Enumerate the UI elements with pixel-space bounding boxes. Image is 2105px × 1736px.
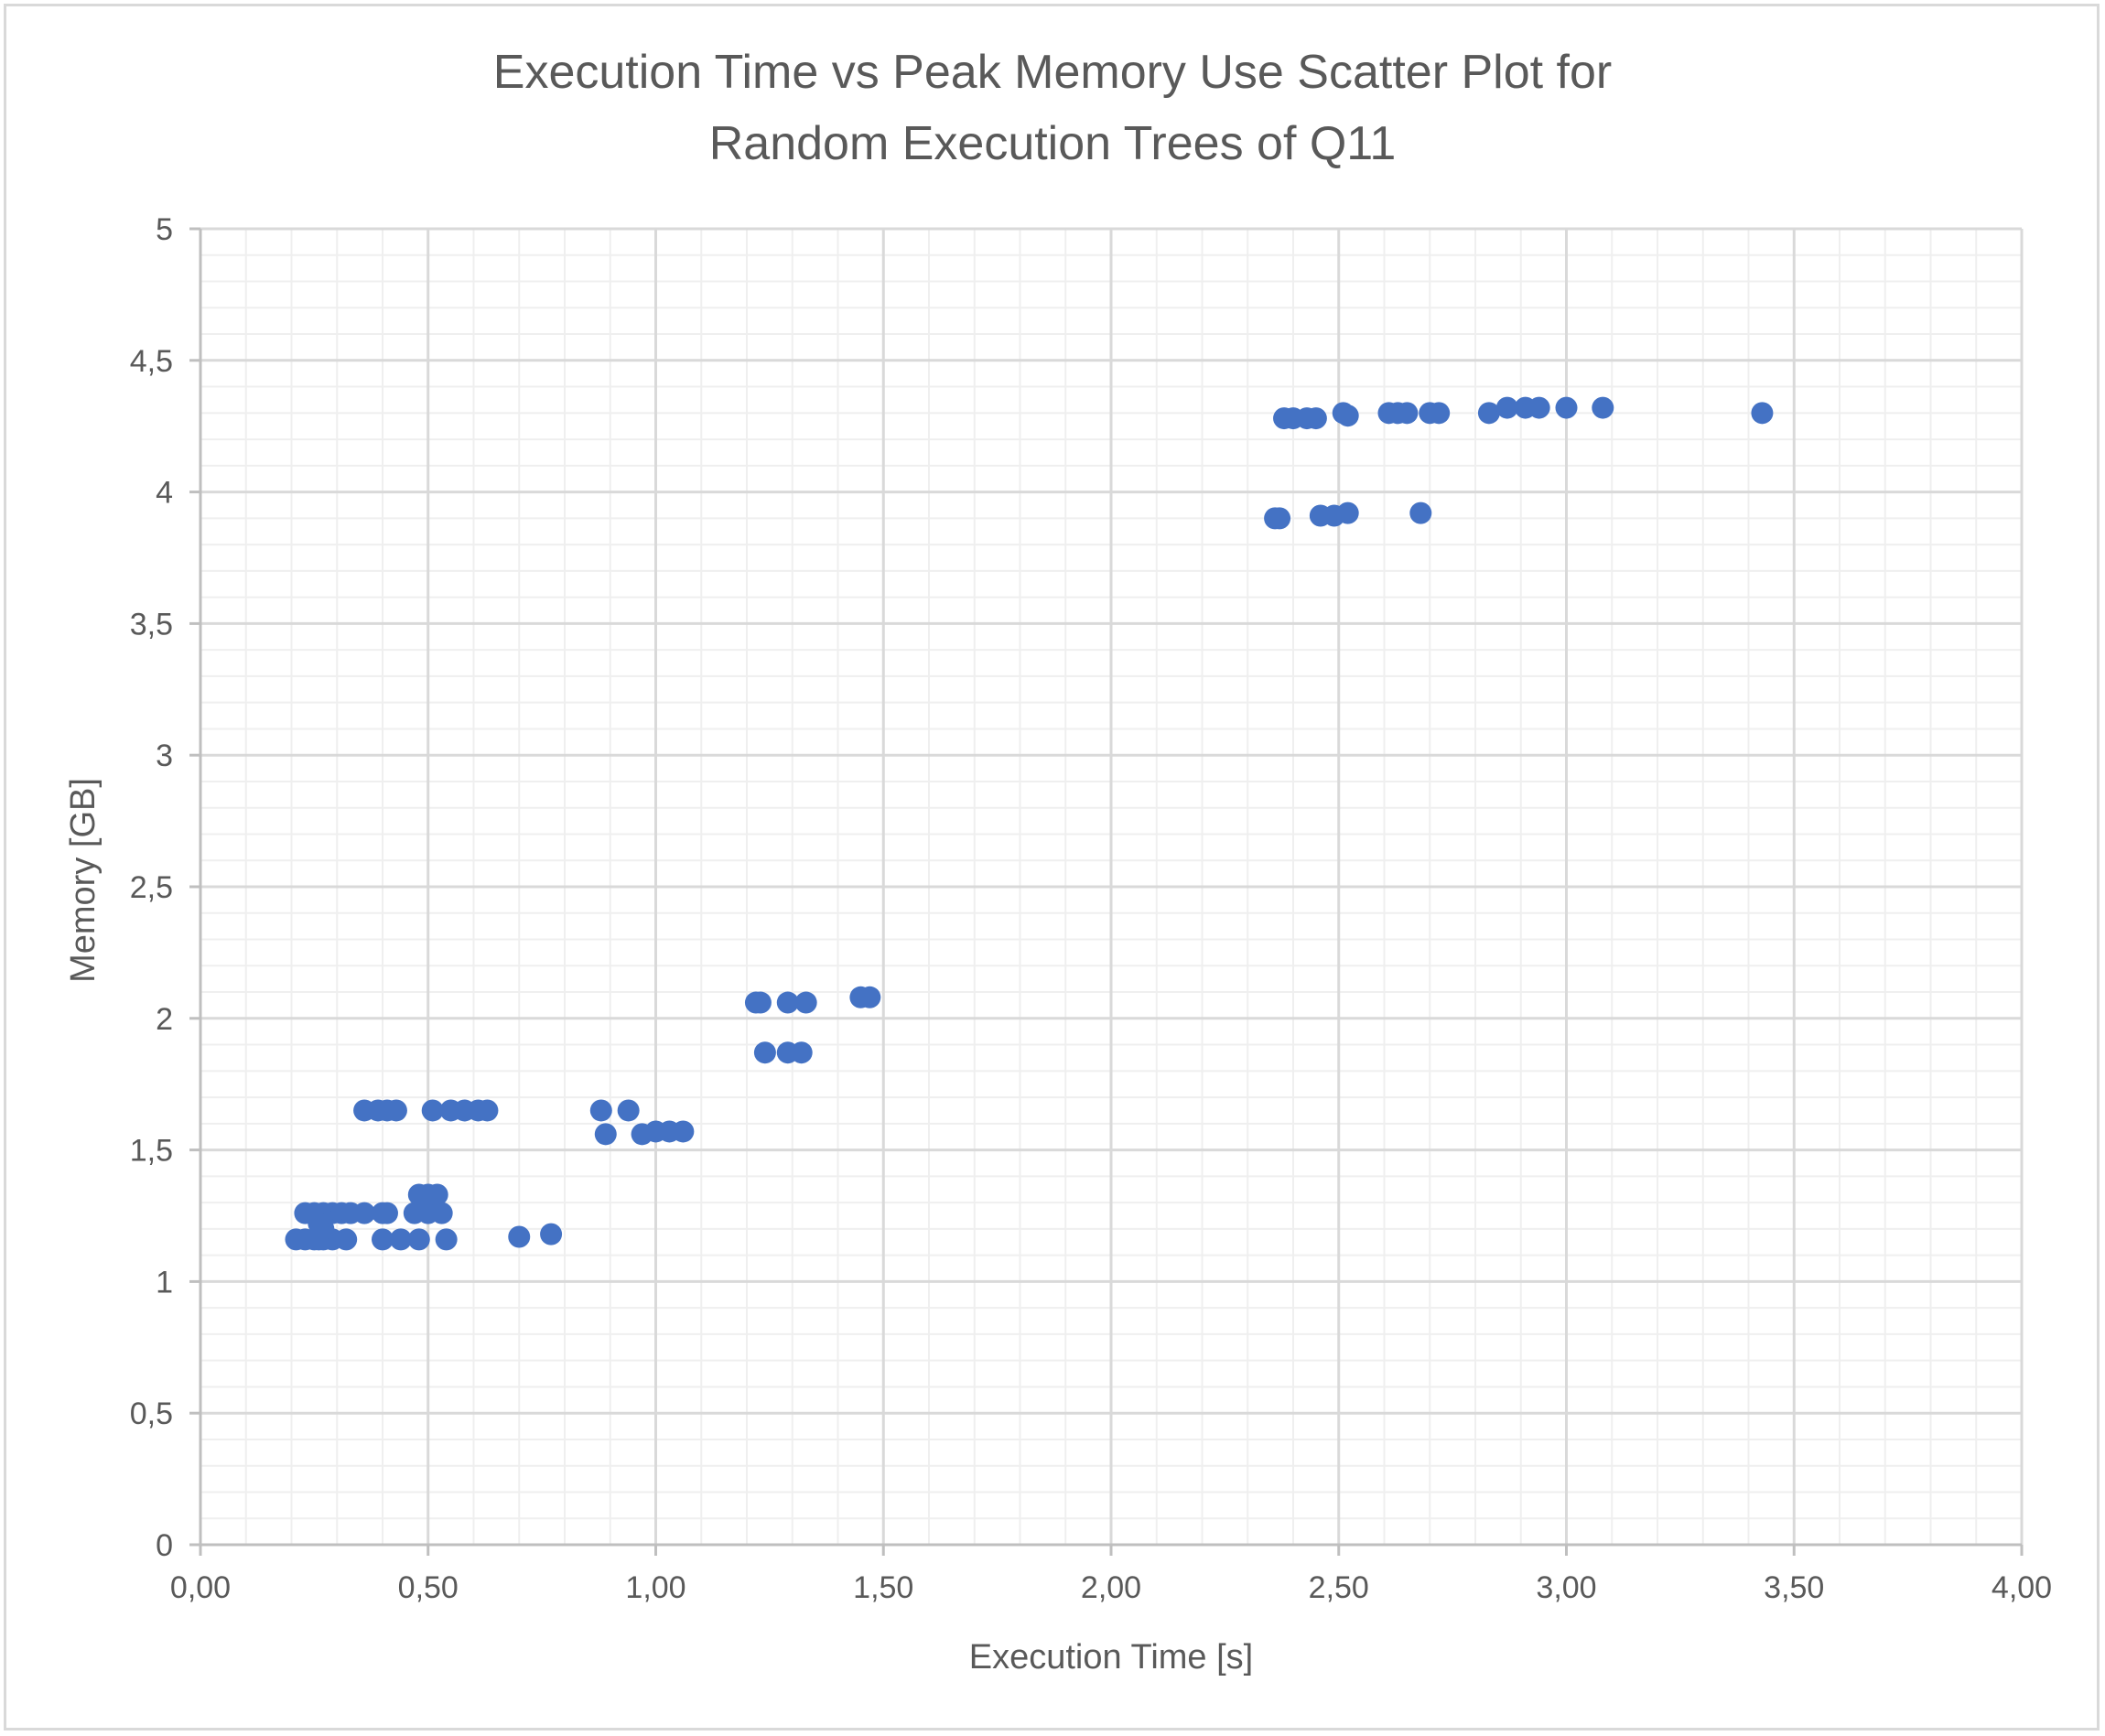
data-point — [421, 1099, 444, 1122]
data-point — [617, 1099, 640, 1122]
chart-frame — [4, 4, 2100, 1731]
data-point — [858, 986, 881, 1008]
data-point — [407, 1228, 430, 1251]
data-point — [1396, 402, 1419, 425]
data-point — [1527, 396, 1550, 419]
data-point — [476, 1099, 499, 1122]
y-tick-label: 2 — [156, 1002, 173, 1037]
y-tick-label: 0,5 — [130, 1396, 173, 1431]
data-point — [749, 991, 772, 1014]
y-tick-label: 2,5 — [130, 870, 173, 905]
y-tick-label: 4,5 — [130, 344, 173, 379]
data-point — [426, 1183, 448, 1206]
chart-title-line-1: Execution Time vs Peak Memory Use Scatte… — [493, 46, 1612, 99]
data-point — [1592, 396, 1614, 419]
x-tick-label: 3,00 — [1536, 1570, 1596, 1605]
x-axis-title: Execution Time [s] — [969, 1638, 1253, 1677]
data-point — [335, 1228, 358, 1251]
data-point — [508, 1225, 531, 1248]
y-tick-label: 1 — [156, 1265, 173, 1299]
data-point — [435, 1228, 458, 1251]
data-point — [790, 1041, 813, 1064]
x-tick-label: 3,50 — [1764, 1570, 1824, 1605]
data-point — [1409, 501, 1432, 524]
y-tick-label: 3,5 — [130, 607, 173, 642]
data-point — [353, 1202, 376, 1224]
data-point — [1428, 402, 1451, 425]
y-axis-tick-labels: 0 0,5 1 1,5 2 2,5 3 3,5 4 4,5 5 — [130, 212, 173, 1563]
data-point — [1555, 396, 1578, 419]
axes — [189, 227, 2024, 1556]
data-point — [312, 1217, 335, 1240]
data-point — [375, 1202, 398, 1224]
x-tick-label: 2,50 — [1309, 1570, 1369, 1605]
data-point — [1751, 402, 1774, 425]
data-point — [1268, 507, 1291, 530]
data-point — [389, 1228, 412, 1251]
x-tick-label: 1,00 — [625, 1570, 685, 1605]
data-point — [1304, 407, 1327, 430]
data-point — [776, 991, 799, 1014]
y-tick-label: 1,5 — [130, 1134, 173, 1169]
data-point — [1495, 396, 1518, 419]
y-tick-label: 3 — [156, 739, 173, 773]
y-axis-title: Memory [GB] — [64, 778, 103, 983]
data-point — [753, 1041, 776, 1064]
y-tick-label: 5 — [156, 212, 173, 247]
data-points — [285, 396, 1774, 1251]
x-tick-label: 0,00 — [170, 1570, 231, 1605]
data-point — [794, 991, 817, 1014]
y-tick-label: 4 — [156, 476, 173, 511]
x-tick-label: 0,50 — [398, 1570, 459, 1605]
data-point — [589, 1099, 612, 1122]
data-point — [594, 1123, 617, 1146]
data-point — [372, 1228, 394, 1251]
chart-title-line-2: Random Execution Trees of Q11 — [709, 117, 1397, 170]
x-tick-label: 2,00 — [1081, 1570, 1141, 1605]
data-point — [384, 1099, 407, 1122]
x-tick-label: 1,50 — [853, 1570, 913, 1605]
data-point — [1336, 501, 1359, 524]
data-point — [540, 1223, 563, 1245]
data-point — [1336, 404, 1359, 427]
y-tick-label: 0 — [156, 1528, 173, 1563]
x-axis-tick-labels: 0,00 0,50 1,00 1,50 2,00 2,50 3,00 3,50 4,00 — [170, 1570, 2052, 1605]
x-tick-label: 4,00 — [1992, 1570, 2052, 1605]
data-point — [672, 1120, 695, 1143]
data-point — [1477, 402, 1500, 425]
data-point — [430, 1202, 453, 1224]
